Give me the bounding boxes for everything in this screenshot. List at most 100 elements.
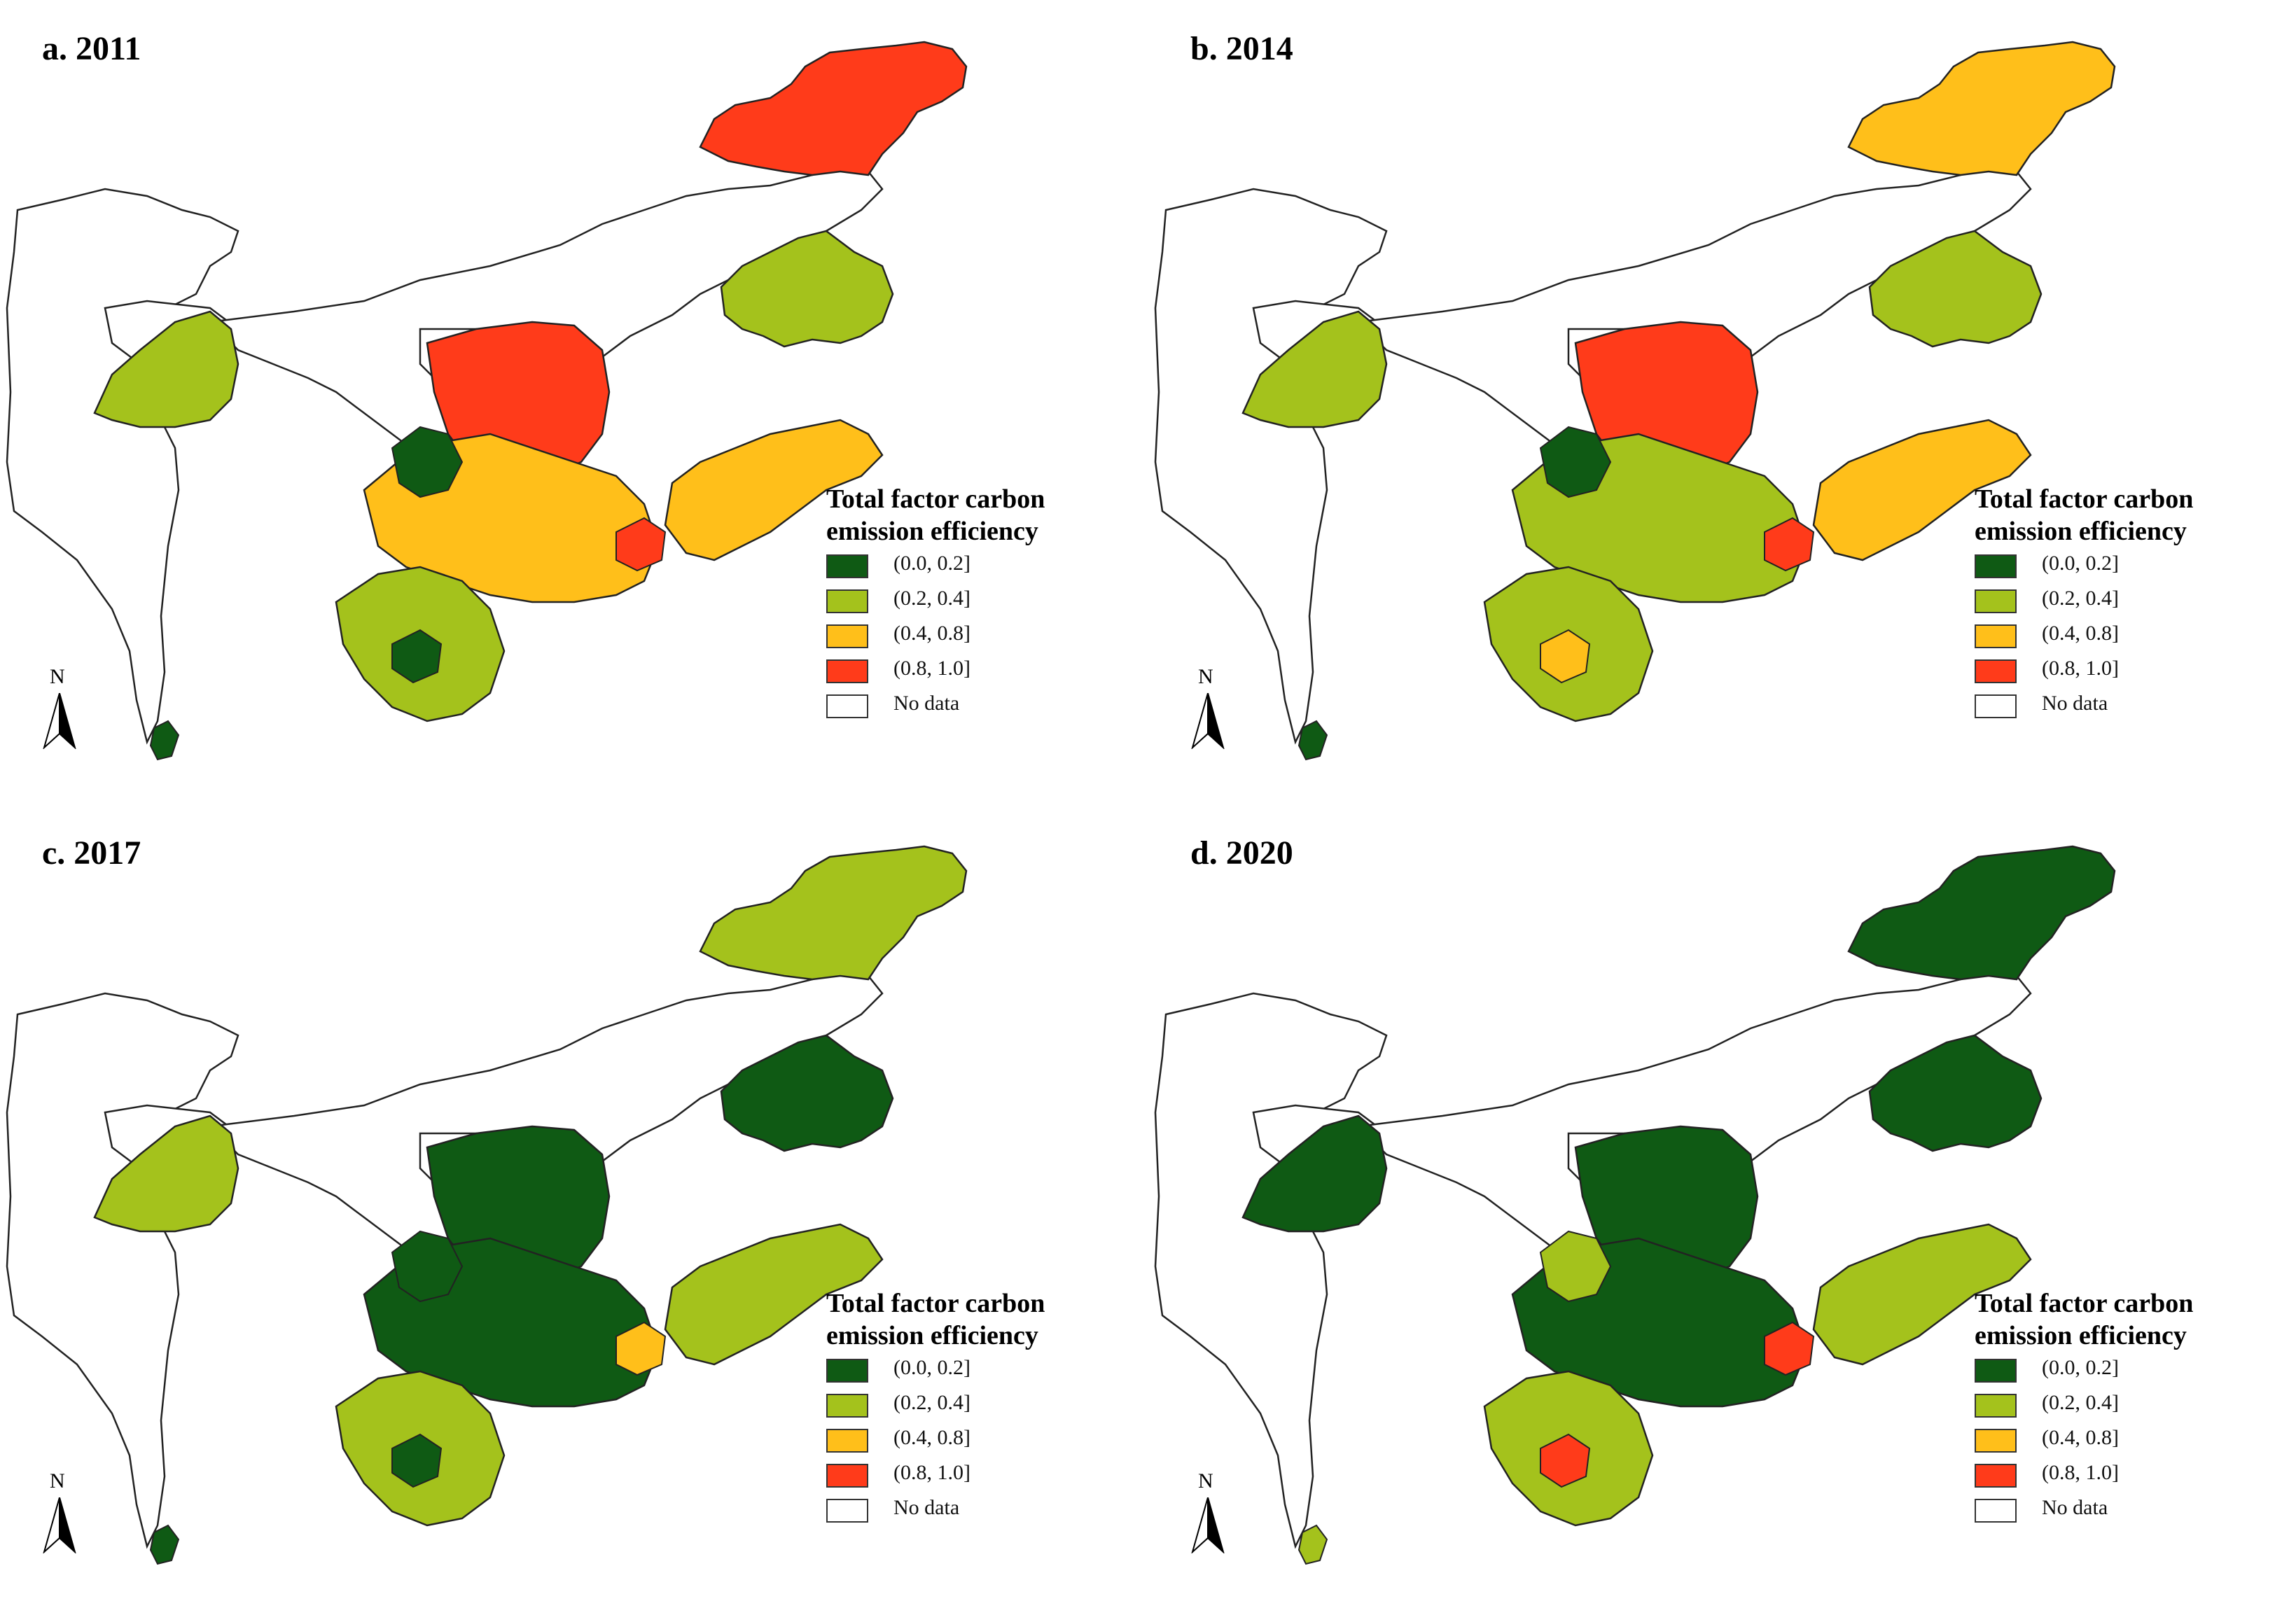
accent-region	[1540, 629, 1591, 684]
accent-region	[391, 1433, 443, 1488]
legend-title-line2: emission efficiency	[1975, 1321, 2187, 1350]
legend-swatch	[826, 624, 868, 648]
legend-item: (0.8, 1.0]	[826, 654, 1120, 687]
west-arm-region	[93, 310, 239, 428]
region-map	[6, 41, 968, 761]
accent-region	[615, 517, 667, 572]
region-map	[1154, 845, 2116, 1565]
legend-title-line2: emission efficiency	[826, 517, 1038, 546]
panel-title: b. 2014	[1190, 30, 1293, 67]
north-arrow: N	[1187, 665, 1229, 749]
legend-item: (0.8, 1.0]	[1975, 654, 2269, 687]
north-letter: N	[50, 665, 65, 688]
legend-item: (0.0, 0.2]	[826, 549, 1120, 582]
legend-title-line2: emission efficiency	[1975, 517, 2187, 546]
small-island-region	[1297, 1524, 1328, 1565]
north-arrow-icon	[43, 693, 76, 749]
legend-swatch	[1975, 1429, 2017, 1453]
legend-label: (0.4, 0.8]	[2042, 622, 2119, 645]
legend-item: (0.4, 0.8]	[1975, 1423, 2269, 1457]
legend-item: No data	[826, 1493, 1120, 1527]
legend-item: (0.8, 1.0]	[826, 1458, 1120, 1492]
legend-swatch	[1975, 1394, 2017, 1418]
north-arrow-icon	[1191, 693, 1225, 749]
panel-title: a. 2011	[42, 30, 141, 67]
legend-label: No data	[893, 692, 960, 715]
legend-item: (0.2, 0.4]	[826, 1388, 1120, 1422]
legend-label: No data	[2042, 692, 2108, 715]
no-data-region	[6, 992, 239, 1549]
east-region	[664, 419, 884, 561]
legend-item: (0.0, 0.2]	[1975, 1353, 2269, 1387]
north-arrow: N	[39, 665, 81, 749]
north-letter: N	[1198, 1469, 1213, 1492]
map-panel-2020: d. 2020 Total factor carbon emission eff…	[1148, 804, 2296, 1608]
northeast-mid-region	[1868, 1034, 2043, 1152]
legend-swatch	[826, 554, 868, 578]
accent-region	[1764, 1321, 1815, 1376]
legend-swatch	[826, 589, 868, 613]
legend-label: No data	[893, 1496, 960, 1519]
legend-label: (0.8, 1.0]	[893, 1461, 970, 1484]
north-arrow-icon	[1191, 1497, 1225, 1553]
legend-swatch	[1975, 1359, 2017, 1383]
legend-swatch	[826, 1394, 868, 1418]
legend-label: (0.4, 0.8]	[893, 1426, 970, 1449]
accent-region	[391, 1230, 464, 1303]
east-region	[664, 1223, 884, 1366]
legend-title-line1: Total factor carbon	[1975, 1289, 2194, 1318]
legend-swatch	[1975, 659, 2017, 683]
north-letter: N	[50, 1469, 65, 1492]
map-panel-2014: b. 2014 Total factor carbon emission eff…	[1148, 0, 2296, 804]
legend-label: (0.0, 0.2]	[893, 1356, 970, 1379]
accent-region	[1539, 426, 1612, 498]
north-arrow: N	[39, 1469, 81, 1553]
legend-swatch	[1975, 624, 2017, 648]
map-panel-2011: a. 2011 Total factor carbon emission eff…	[0, 0, 1148, 804]
accent-region	[391, 629, 443, 684]
legend-item: (0.4, 0.8]	[826, 619, 1120, 652]
legend-swatch	[826, 694, 868, 718]
panel-title: d. 2020	[1190, 834, 1293, 872]
legend-item: (0.4, 0.8]	[826, 1423, 1120, 1457]
accent-region	[391, 426, 464, 498]
legend-label: (0.0, 0.2]	[2042, 1356, 2119, 1379]
map-panel-2017: c. 2017 Total factor carbon emission eff…	[0, 804, 1148, 1608]
legend-label: (0.2, 0.4]	[893, 587, 970, 610]
no-data-region	[6, 188, 239, 745]
accent-region	[1540, 1433, 1591, 1488]
legend-item: No data	[1975, 1493, 2269, 1527]
legend-swatch	[1975, 554, 2017, 578]
east-region	[1812, 419, 2032, 561]
small-island-region	[149, 1524, 180, 1565]
east-region	[1812, 1223, 2032, 1366]
legend-label: (0.0, 0.2]	[2042, 552, 2119, 575]
legend-swatch	[1975, 589, 2017, 613]
small-island-region	[149, 720, 180, 761]
legend-label: (0.2, 0.4]	[2042, 1391, 2119, 1414]
legend-item: (0.8, 1.0]	[1975, 1458, 2269, 1492]
north-letter: N	[1198, 665, 1213, 688]
legend-swatch	[826, 1499, 868, 1523]
legend-swatch	[1975, 1499, 2017, 1523]
northeast-mid-region	[720, 1034, 894, 1152]
legend-item: (0.2, 0.4]	[1975, 1388, 2269, 1422]
legend: Total factor carbon emission efficiency …	[1975, 483, 2269, 722]
accent-region	[615, 1321, 667, 1376]
far-northeast-region	[699, 845, 968, 981]
legend-swatch	[1975, 694, 2017, 718]
legend-label: (0.8, 1.0]	[2042, 657, 2119, 680]
panel-title: c. 2017	[42, 834, 141, 872]
legend-swatch	[826, 1429, 868, 1453]
legend-label: (0.2, 0.4]	[893, 1391, 970, 1414]
no-data-region	[1154, 992, 1388, 1549]
far-northeast-region	[1847, 845, 2116, 981]
legend-item: (0.0, 0.2]	[1975, 549, 2269, 582]
legend-label: (0.4, 0.8]	[893, 622, 970, 645]
legend-swatch	[826, 1464, 868, 1488]
legend-label: (0.2, 0.4]	[2042, 587, 2119, 610]
legend-item: (0.2, 0.4]	[1975, 584, 2269, 617]
far-northeast-region	[1847, 41, 2116, 176]
legend-item: (0.4, 0.8]	[1975, 619, 2269, 652]
north-arrow: N	[1187, 1469, 1229, 1553]
